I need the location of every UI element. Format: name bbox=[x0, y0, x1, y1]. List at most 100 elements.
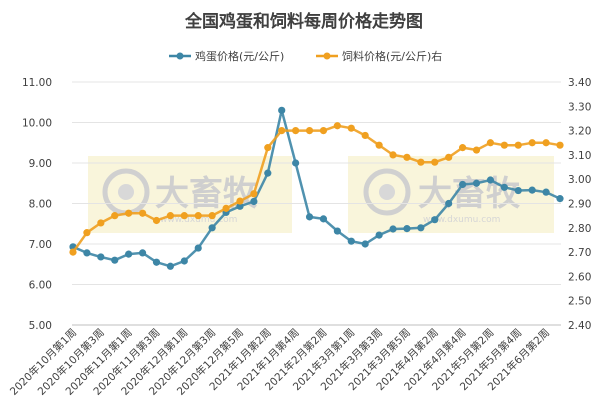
data-point bbox=[361, 240, 369, 248]
y-tick-right: 2.90 bbox=[568, 199, 591, 211]
data-point bbox=[264, 144, 272, 152]
watermark-site: www.dxumu.com bbox=[160, 215, 237, 225]
watermark-site: www.dxumu.com bbox=[423, 215, 500, 225]
legend-marker-feed bbox=[323, 52, 331, 60]
data-point bbox=[486, 176, 495, 184]
y-tick-right: 3.00 bbox=[568, 174, 591, 186]
data-point bbox=[500, 141, 508, 149]
data-point bbox=[125, 250, 133, 258]
data-point bbox=[417, 224, 425, 232]
watermark-logo-icon bbox=[363, 168, 411, 216]
data-point bbox=[111, 212, 119, 220]
y-tick-left: 10.00 bbox=[22, 118, 52, 130]
data-point bbox=[97, 219, 105, 227]
data-point bbox=[83, 229, 91, 237]
y-tick-right: 2.50 bbox=[568, 296, 591, 308]
data-point bbox=[236, 202, 244, 210]
data-point bbox=[305, 127, 314, 135]
y-tick-right: 3.30 bbox=[568, 101, 591, 113]
data-point bbox=[333, 227, 341, 235]
watermark-brand: 大畜牧 bbox=[418, 174, 521, 214]
watermark-right: 大畜牧 www.dxumu.com bbox=[348, 156, 554, 233]
data-point bbox=[472, 146, 481, 154]
data-point bbox=[208, 212, 216, 220]
legend: 鸡蛋价格(元/公斤) 饲料价格(元/公斤)右 bbox=[169, 49, 442, 63]
data-point bbox=[305, 213, 314, 221]
y-tick-left: 11.00 bbox=[22, 77, 52, 89]
chart-title: 全国鸡蛋和饲料每周价格走势图 bbox=[184, 11, 423, 32]
data-point bbox=[152, 216, 161, 225]
data-point bbox=[403, 225, 411, 233]
data-point bbox=[347, 237, 355, 245]
y-tick-right: 3.20 bbox=[568, 126, 591, 138]
data-point bbox=[194, 244, 202, 252]
data-point bbox=[514, 186, 522, 195]
legend-label-feed: 饲料价格(元/公斤)右 bbox=[342, 49, 442, 63]
y-tick-right: 2.40 bbox=[568, 320, 591, 332]
data-point bbox=[208, 224, 216, 232]
data-point bbox=[236, 197, 244, 205]
data-point bbox=[445, 199, 453, 208]
data-point bbox=[264, 169, 272, 177]
data-point bbox=[292, 127, 300, 135]
data-point bbox=[459, 144, 467, 152]
data-point bbox=[375, 141, 383, 149]
data-point bbox=[278, 127, 286, 135]
data-point bbox=[194, 212, 202, 220]
data-point bbox=[445, 153, 453, 161]
data-point bbox=[528, 186, 536, 194]
data-point bbox=[403, 153, 411, 161]
data-point bbox=[69, 248, 77, 256]
data-point bbox=[542, 139, 550, 147]
data-point bbox=[417, 158, 425, 166]
y-tick-left: 9.00 bbox=[29, 158, 52, 170]
data-point bbox=[528, 139, 536, 147]
data-point bbox=[138, 249, 147, 257]
data-point bbox=[556, 141, 564, 149]
y-tick-right: 2.80 bbox=[568, 223, 591, 235]
data-point bbox=[83, 249, 91, 257]
data-point bbox=[319, 215, 328, 223]
series-group bbox=[69, 106, 564, 270]
x-axis: 2020年10月第1周2020年10月第3周2020年11月第1周2020年11… bbox=[7, 326, 552, 398]
data-point bbox=[138, 209, 147, 217]
data-point bbox=[319, 127, 328, 135]
y-tick-right: 2.70 bbox=[568, 247, 591, 259]
data-point bbox=[459, 180, 467, 189]
data-point bbox=[97, 253, 105, 261]
data-point bbox=[166, 262, 174, 270]
data-point bbox=[333, 122, 341, 130]
y-axis-right: 2.40 2.50 2.60 2.70 2.80 2.90 3.00 3.10 3.20 3.30… bbox=[568, 77, 591, 332]
y-tick-left: 6.00 bbox=[29, 280, 52, 292]
y-tick-left: 8.00 bbox=[29, 199, 52, 211]
data-point bbox=[180, 257, 188, 265]
data-point bbox=[500, 183, 508, 191]
data-point bbox=[278, 106, 286, 114]
data-point bbox=[472, 179, 481, 187]
data-point bbox=[347, 124, 355, 132]
data-point bbox=[431, 216, 439, 224]
gridlines bbox=[72, 81, 561, 326]
data-point bbox=[250, 190, 258, 198]
data-point bbox=[389, 225, 397, 233]
y-axis-left: 5.00 6.00 7.00 8.00 9.00 10.00 11.00 bbox=[22, 77, 52, 332]
data-point bbox=[542, 188, 550, 196]
data-point bbox=[431, 158, 439, 166]
data-point bbox=[180, 212, 188, 220]
y-tick-left: 5.00 bbox=[29, 320, 52, 332]
data-point bbox=[111, 256, 119, 264]
data-point bbox=[514, 141, 522, 149]
data-point bbox=[222, 204, 230, 212]
y-tick-right: 3.40 bbox=[568, 77, 591, 89]
data-point bbox=[292, 159, 300, 167]
y-tick-left: 7.00 bbox=[29, 239, 52, 251]
y-tick-right: 2.60 bbox=[568, 271, 591, 283]
data-point bbox=[375, 231, 383, 239]
legend-label-egg: 鸡蛋价格(元/公斤) bbox=[195, 49, 284, 63]
data-point bbox=[250, 197, 258, 206]
data-point bbox=[486, 139, 495, 147]
y-tick-right: 3.10 bbox=[568, 150, 591, 162]
data-point bbox=[125, 209, 133, 217]
data-point bbox=[152, 258, 161, 266]
